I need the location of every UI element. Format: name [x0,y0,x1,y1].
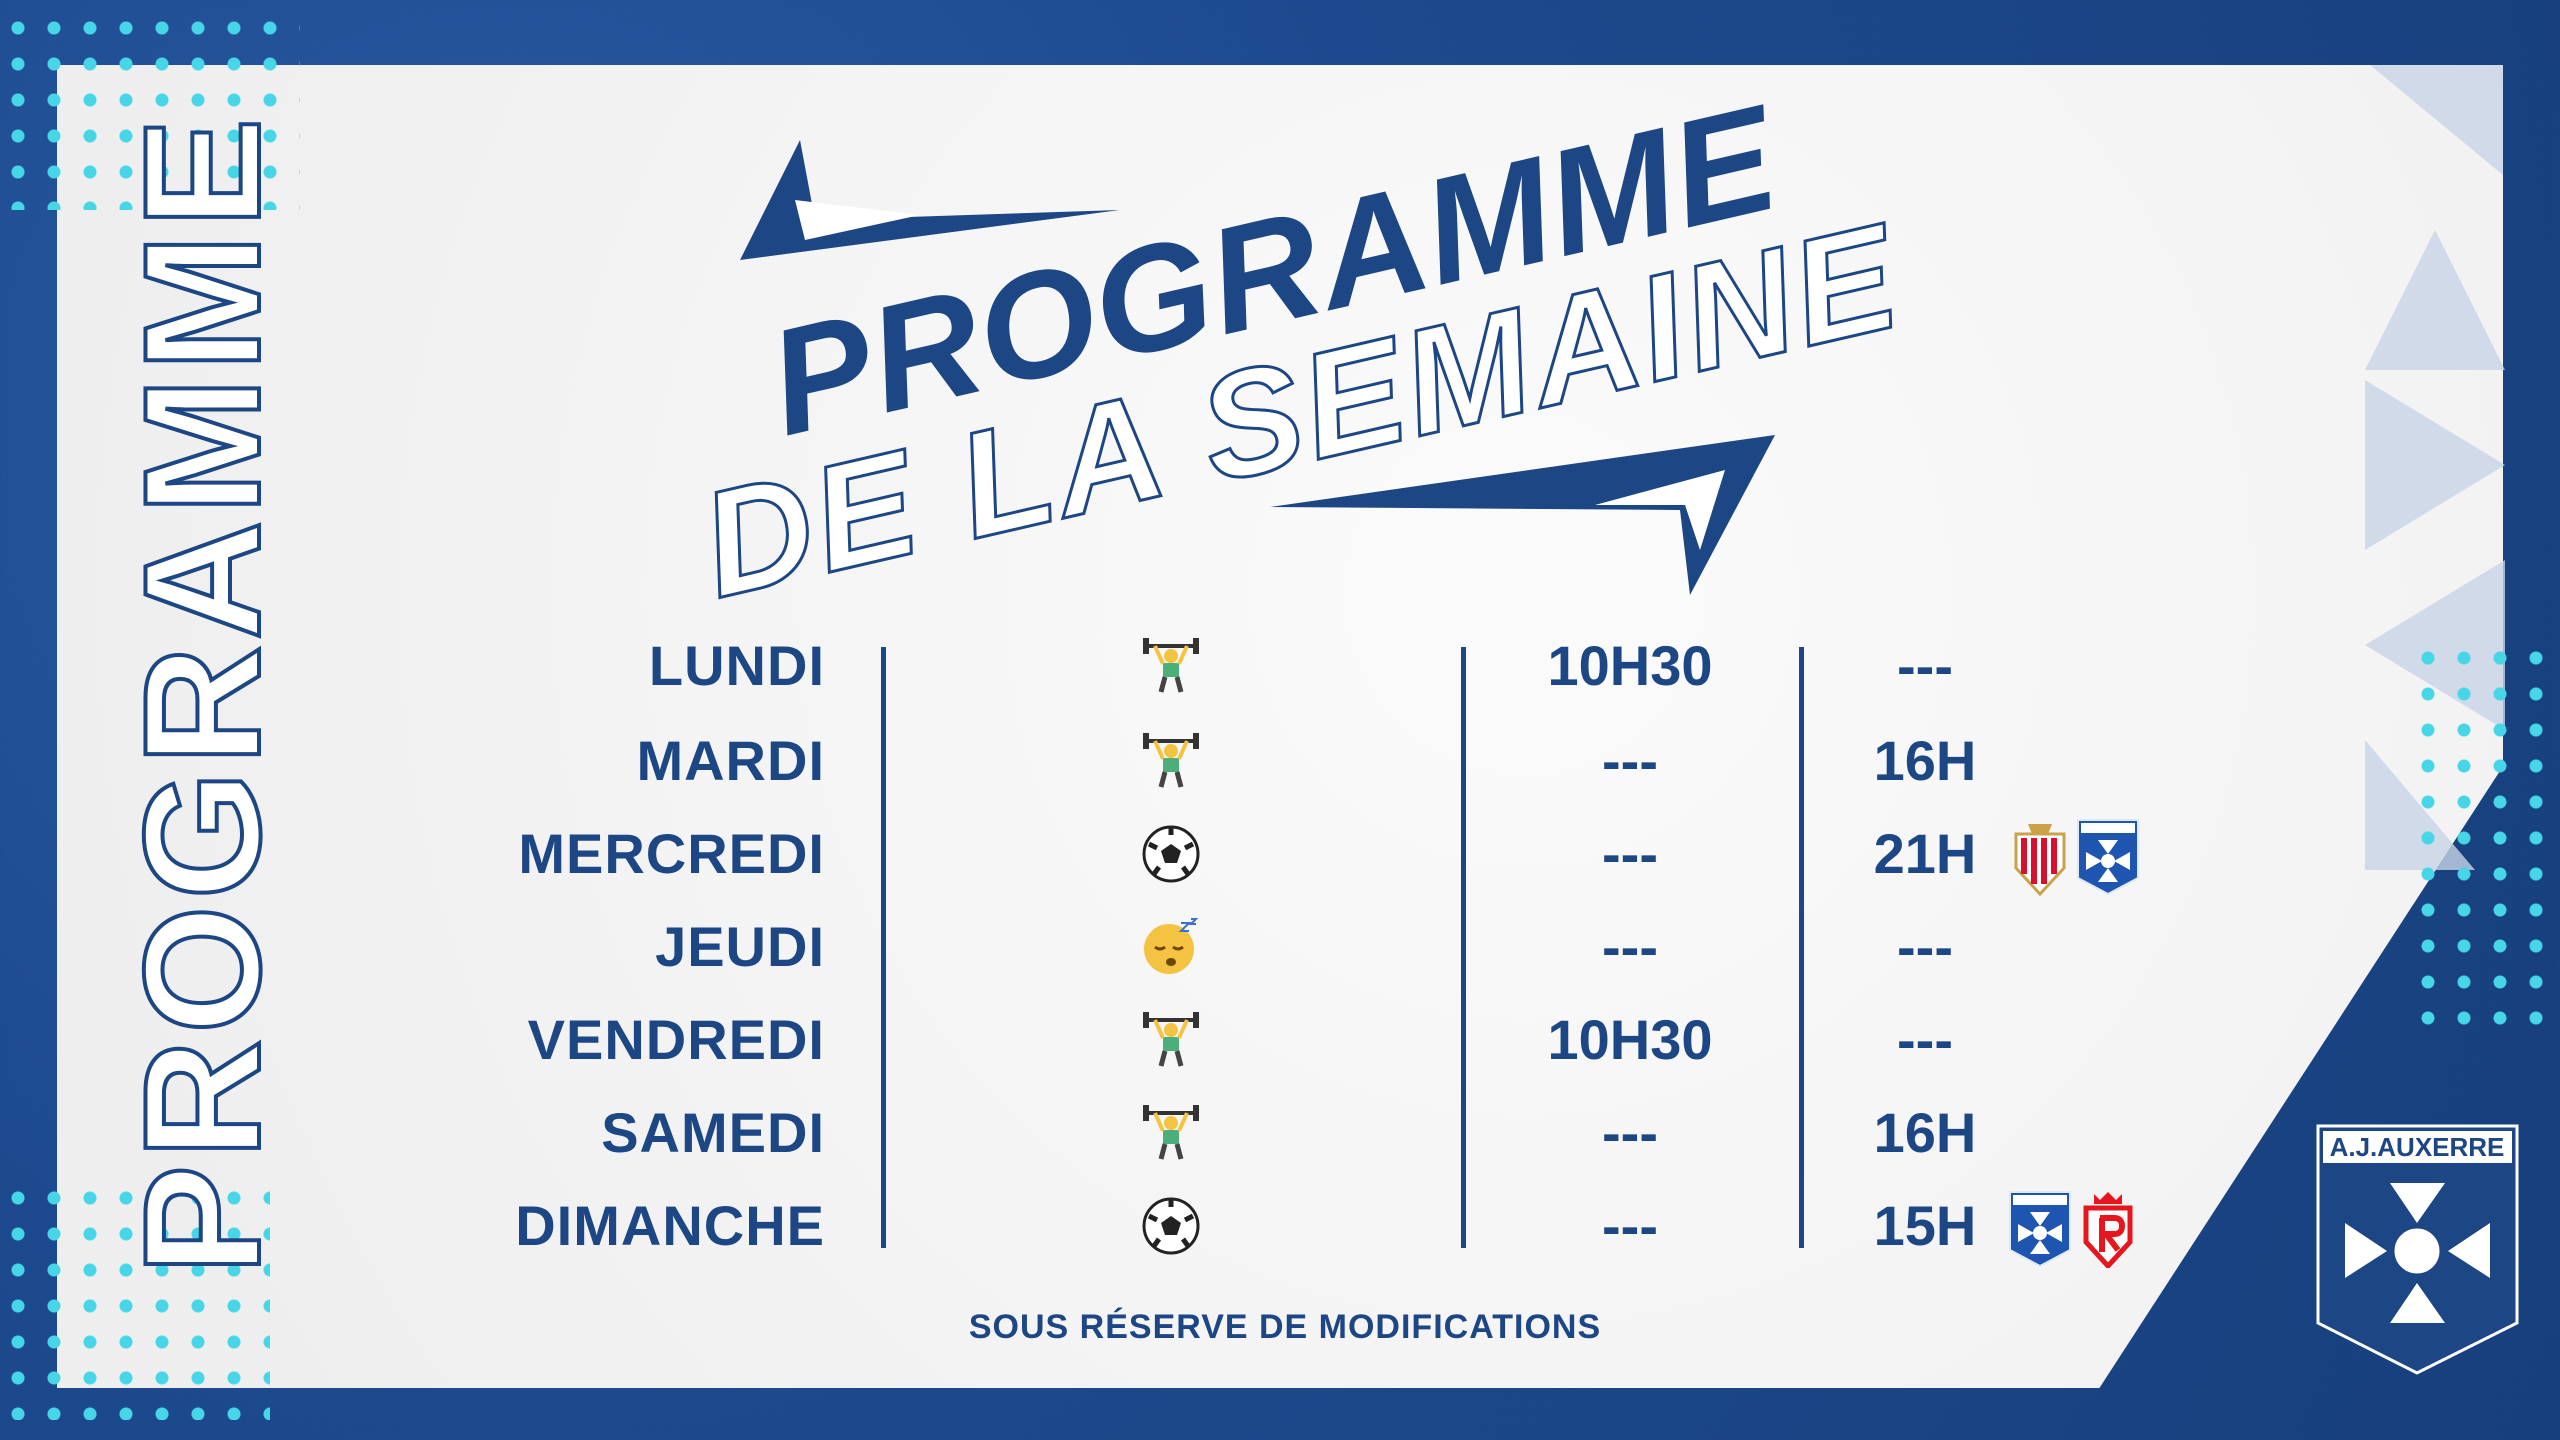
morning-time: --- [1602,822,1658,885]
weightlifting-icon [1141,636,1201,696]
afternoon-time: 16H [1873,729,1977,792]
afternoon-time: --- [1897,634,1953,697]
schedule-row: MARDI --- 16H [0,721,2560,801]
decor-dots [2410,640,2560,1040]
afternoon-time: --- [1897,1008,1953,1071]
disclaimer: SOUS RÉSERVE DE MODIFICATIONS [968,1308,1602,1346]
column-divider [1461,647,1466,1248]
day-label: JEUDI [655,915,825,978]
afternoon-time: --- [1897,915,1953,978]
weightlifting-icon [1141,1103,1201,1163]
decor-dots [0,10,300,210]
afternoon-time: 21H [1873,822,1977,885]
weightlifting-icon [1141,1010,1201,1070]
column-divider [881,647,886,1248]
club-logo-a-j-auxerre [2008,1190,2072,1268]
afternoon-time: 15H [1873,1194,1977,1257]
soccer-ball-icon [1141,824,1201,884]
schedule-row: VENDREDI 10H30 --- [0,1000,2560,1080]
title-arrow-top [740,140,1120,260]
schedule-row: DIMANCHE --- 15H [0,1186,2560,1270]
morning-time: --- [1602,1194,1658,1257]
soccer-ball-icon [1141,1196,1201,1256]
afternoon-time: 16H [1873,1101,1977,1164]
day-label: SAMEDI [601,1101,825,1164]
sleeping-face-icon [1141,917,1201,977]
morning-time: 10H30 [1547,1008,1713,1071]
club-logo-stade-de-reims [2076,1190,2140,1270]
morning-time: --- [1602,915,1658,978]
title-arrow-bottom [1270,435,1775,595]
weightlifting-icon [1141,731,1201,791]
day-label: DIMANCHE [515,1194,825,1257]
aj-auxerre-logo-text: A.J.AUXERRE [2330,1132,2505,1162]
schedule-row: SAMEDI --- 16H [0,1093,2560,1173]
morning-time: --- [1602,729,1658,792]
day-label: MERCREDI [518,822,825,885]
decor-dots [0,1180,270,1420]
club-logo-a-j-auxerre [2076,818,2140,896]
column-divider [1799,647,1804,1248]
schedule-row: JEUDI --- --- [0,907,2560,987]
schedule-row: MERCREDI --- 21H [0,814,2560,897]
schedule-row: LUNDI 10H30 --- [0,626,2560,706]
morning-time: 10H30 [1547,634,1713,697]
content-card [57,65,2503,1388]
aj-auxerre-logo: A.J.AUXERRE [2316,1124,2519,1375]
day-label: VENDREDI [527,1008,825,1071]
day-label: LUNDI [648,634,825,697]
morning-time: --- [1602,1101,1658,1164]
club-logo-as-monaco [2008,818,2072,897]
day-label: MARDI [636,729,825,792]
